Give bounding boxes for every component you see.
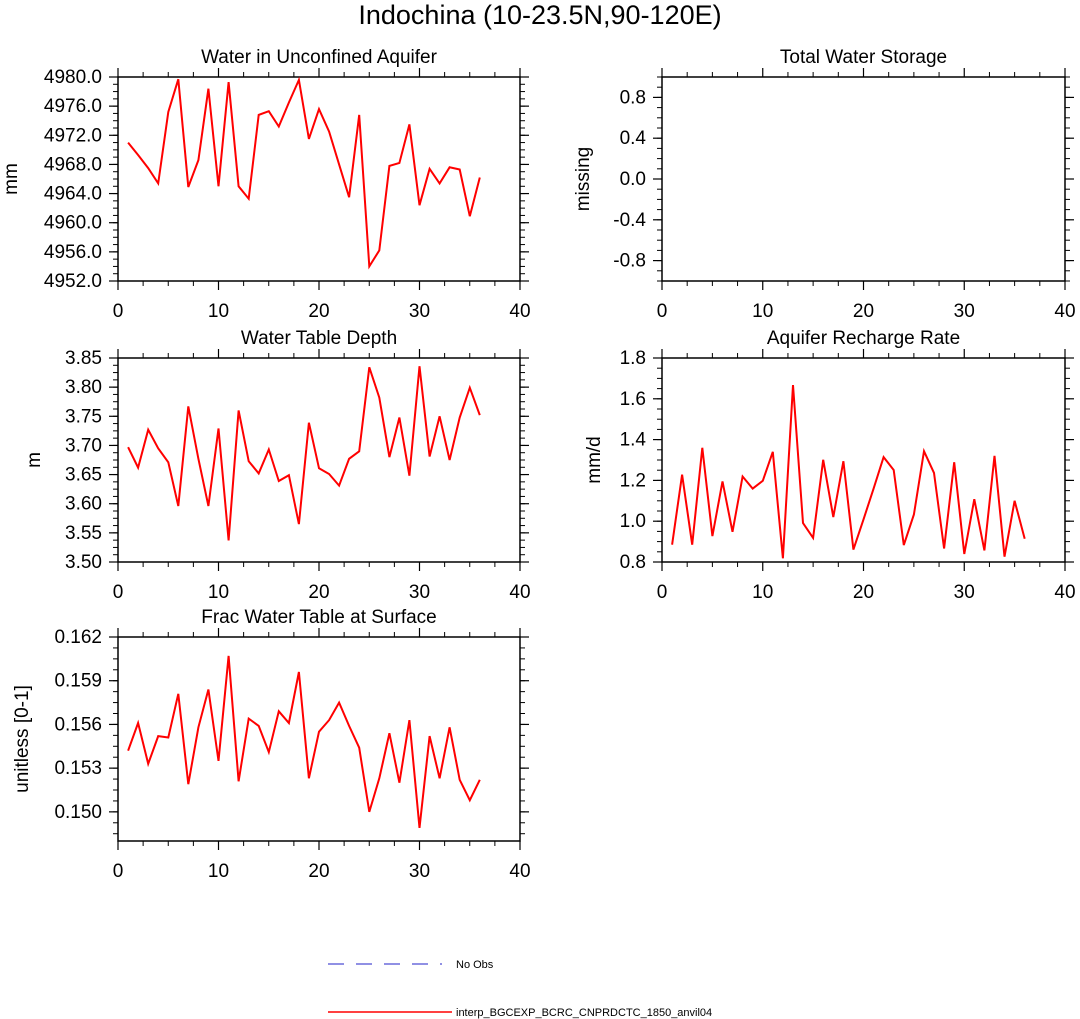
x-tick-label: 20 xyxy=(853,582,874,603)
x-tick-label: 20 xyxy=(308,861,329,882)
series-line xyxy=(127,655,481,829)
series-line xyxy=(127,76,481,270)
y-tick-label: 4972.0 xyxy=(44,125,102,146)
y-axis-label: mm xyxy=(1,163,22,195)
x-tick-label: 30 xyxy=(409,301,430,322)
y-tick-label: 0.162 xyxy=(54,627,102,648)
legend: No Obs interp_BGCEXP_BCRC_CNPRDCTC_1850_… xyxy=(328,959,712,1019)
x-tick-label: 10 xyxy=(208,861,229,882)
x-tick-label: 0 xyxy=(657,301,668,322)
x-tick-label: 40 xyxy=(1054,301,1075,322)
chart-title: Water in Unconfined Aquifer xyxy=(201,47,438,68)
y-tick-label: 3.50 xyxy=(65,552,102,573)
y-tick-label: 3.60 xyxy=(65,494,102,515)
y-tick-label: 3.85 xyxy=(65,348,102,369)
x-tick-label: 40 xyxy=(509,301,530,322)
panel-water-table-depth: Water Table Depth 0 10 20 30 40 3.50 3.55 3.60 3.… xyxy=(24,328,531,603)
y-axis-label: missing xyxy=(573,147,594,211)
legend-obs-label: No Obs xyxy=(456,959,494,971)
y-tick-label: 0.159 xyxy=(54,671,102,692)
y-axis-label: mm/d xyxy=(584,436,605,484)
y-tick-label: 0.8 xyxy=(620,87,646,108)
y-tick-label: 1.2 xyxy=(620,470,646,491)
y-tick-label: -0.8 xyxy=(613,251,646,272)
y-axis-label: m xyxy=(24,452,45,468)
x-tick-label: 40 xyxy=(509,582,530,603)
y-tick-label: 0.150 xyxy=(54,802,102,823)
x-tick-label: 10 xyxy=(752,301,773,322)
series-line xyxy=(127,366,481,541)
plot-frame xyxy=(117,357,521,563)
chart-title: Aquifer Recharge Rate xyxy=(767,328,960,349)
y-tick-label: 4960.0 xyxy=(44,213,102,234)
x-tick-label: 30 xyxy=(954,301,975,322)
x-tick-label: 10 xyxy=(208,582,229,603)
panel-water-unconfined-aquifer: Water in Unconfined Aquifer 0 10 20 30 40 4952… xyxy=(1,47,531,322)
x-tick-label: 0 xyxy=(113,301,124,322)
y-tick-label: 3.70 xyxy=(65,435,102,456)
y-tick-label: 3.75 xyxy=(65,406,102,427)
x-tick-label: 0 xyxy=(113,861,124,882)
y-tick-label: 4964.0 xyxy=(44,184,102,205)
panel-frac-water-table-surface: Frac Water Table at Surface 0 10 20 30 40 0.15… xyxy=(12,607,531,882)
y-tick-label: 0.8 xyxy=(620,552,646,573)
y-tick-label: 0.0 xyxy=(620,169,646,190)
legend-model-label: interp_BGCEXP_BCRC_CNPRDCTC_1850_anvil04 xyxy=(456,1007,712,1019)
x-tick-label: 30 xyxy=(954,582,975,603)
y-tick-label: 4952.0 xyxy=(44,271,102,292)
y-tick-label: 4980.0 xyxy=(44,67,102,88)
y-tick-label: 4956.0 xyxy=(44,242,102,263)
y-tick-label: 1.4 xyxy=(620,430,647,451)
y-tick-label: 3.65 xyxy=(65,465,102,486)
y-axis-label: unitless [0-1] xyxy=(12,685,33,793)
y-tick-label: 1.0 xyxy=(620,511,646,532)
x-tick-label: 20 xyxy=(308,301,329,322)
y-tick-label: 4976.0 xyxy=(44,96,102,117)
x-tick-label: 40 xyxy=(1054,582,1075,603)
y-tick-label: 3.80 xyxy=(65,377,102,398)
chart-title: Total Water Storage xyxy=(780,47,947,68)
x-tick-label: 10 xyxy=(752,582,773,603)
chart-title: Frac Water Table at Surface xyxy=(201,607,437,628)
x-tick-label: 40 xyxy=(509,861,530,882)
series-line xyxy=(671,385,1026,559)
chart-title: Water Table Depth xyxy=(241,328,397,349)
y-tick-label: 0.4 xyxy=(620,128,647,149)
y-tick-label: 1.6 xyxy=(620,389,646,410)
y-tick-label: -0.4 xyxy=(613,210,646,231)
y-tick-label: 0.153 xyxy=(54,758,102,779)
y-tick-label: 4968.0 xyxy=(44,154,102,175)
page-title: Indochina (10-23.5N,90-120E) xyxy=(358,0,721,30)
x-tick-label: 20 xyxy=(853,301,874,322)
plot-frame xyxy=(117,636,521,842)
plot-frame xyxy=(661,357,1066,563)
x-tick-label: 0 xyxy=(113,582,124,603)
panel-aquifer-recharge-rate: Aquifer Recharge Rate 0 10 20 30 40 0.8 1.0 1.2 1… xyxy=(584,328,1076,603)
x-tick-label: 0 xyxy=(657,582,668,603)
x-tick-label: 30 xyxy=(409,582,430,603)
plot-frame xyxy=(661,76,1066,282)
y-tick-label: 3.55 xyxy=(65,523,102,544)
y-tick-label: 1.8 xyxy=(620,348,646,369)
x-tick-label: 20 xyxy=(308,582,329,603)
panel-total-water-storage: Total Water Storage 0 10 20 30 40 -0.8 -0.4 0.0 0… xyxy=(573,47,1076,322)
y-tick-label: 0.156 xyxy=(54,714,102,735)
x-tick-label: 10 xyxy=(208,301,229,322)
x-tick-label: 30 xyxy=(409,861,430,882)
